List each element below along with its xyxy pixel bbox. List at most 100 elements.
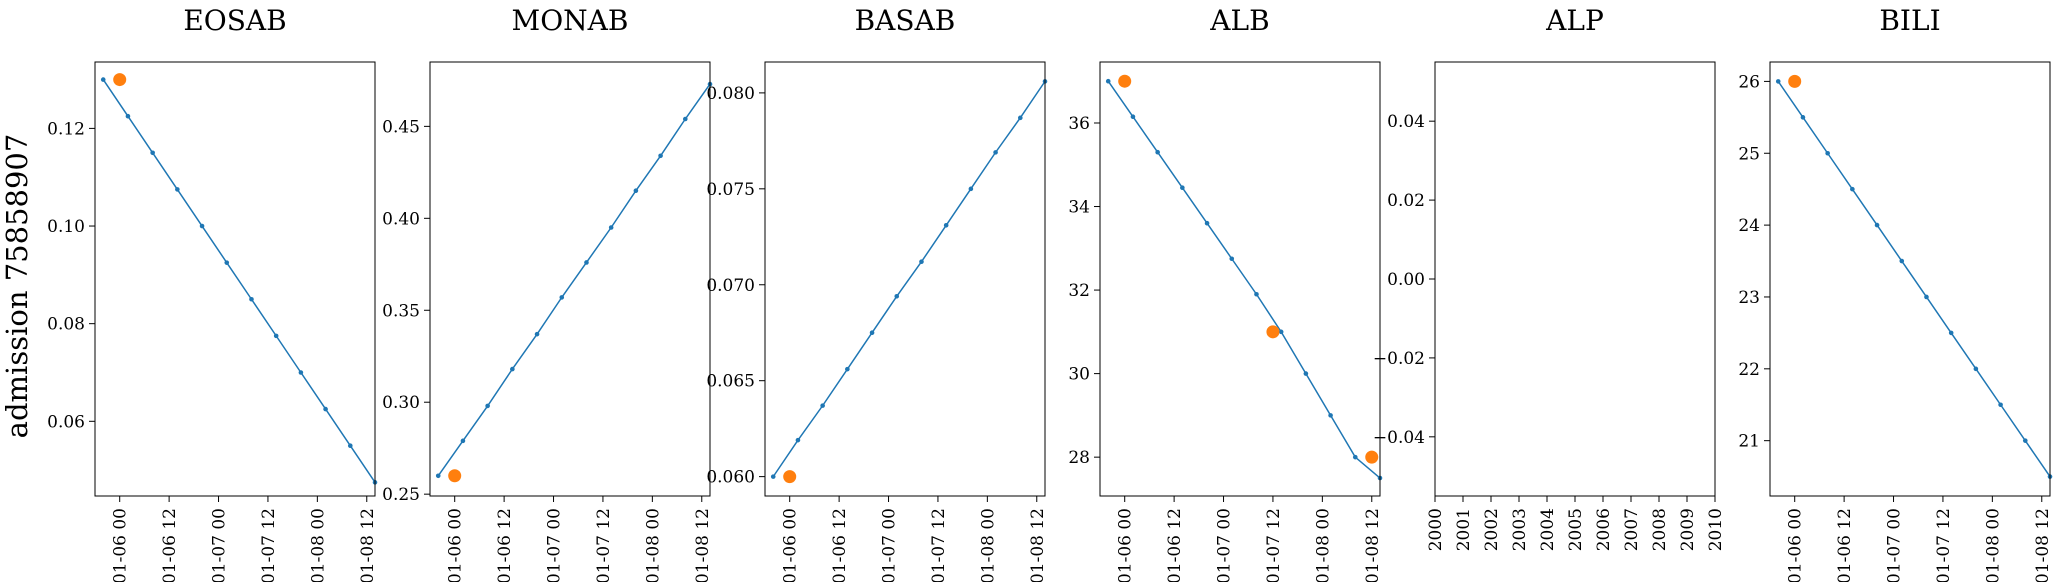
series-point [1229, 256, 1235, 262]
x-tick-label: 01-08 12 [2033, 508, 2053, 582]
series-line [1777, 80, 2051, 478]
panel-2: BASAB 0.060 0.065 0.070 0.075 0.080 01-06 00 01… [706, 4, 1047, 582]
y-tick-label: −0.02 [1373, 349, 1425, 369]
y-tick-label: 0.06 [47, 412, 85, 432]
x-tick-label: 2010 [1706, 508, 1726, 551]
axes-frame [1099, 61, 1381, 497]
y-tick-label: 25 [1738, 144, 1760, 164]
series-point [682, 116, 688, 122]
panel-title: MONAB [512, 4, 629, 37]
y-tick-label: 0.00 [1387, 270, 1425, 290]
observed-point [783, 470, 797, 484]
series-point [993, 150, 998, 155]
y-tick-label: 0.065 [706, 372, 755, 392]
panel-title: EOSAB [183, 4, 286, 37]
series-point [1180, 185, 1185, 191]
y-tick-label: 0.08 [47, 315, 85, 335]
series-point [1924, 294, 1929, 300]
series-point [943, 222, 949, 228]
series-point [460, 438, 466, 444]
series-point [1825, 150, 1830, 156]
y-tick-label: 22 [1738, 360, 1760, 380]
series-point [1130, 114, 1136, 120]
x-tick-label: 01-08 12 [1363, 508, 1383, 582]
x-tick-label: 01-07 00 [210, 508, 230, 582]
series-point [249, 296, 254, 302]
y-tick-label: 0.080 [706, 84, 755, 104]
x-tick-label: 01-07 00 [1215, 508, 1235, 582]
series-point [1775, 79, 1781, 84]
y-tick-label: 0.02 [1387, 191, 1425, 211]
axes-frame [94, 61, 376, 497]
series-point [435, 473, 441, 479]
series-point [1204, 220, 1210, 226]
series-point [1998, 402, 2003, 408]
x-tick-label: 01-06 12 [1835, 508, 1855, 582]
series-point [795, 437, 801, 443]
y-tick-label: 34 [1068, 198, 1090, 218]
x-tick-label: 01-07 12 [594, 508, 614, 582]
series-point [1850, 186, 1855, 192]
x-tick-label: 01-08 00 [308, 508, 328, 582]
x-tick-label: 01-07 00 [880, 508, 900, 582]
x-tick-label: 2000 [1426, 508, 1446, 551]
y-tick-label: 21 [1738, 432, 1760, 452]
y-tick-label: 0.10 [47, 217, 85, 237]
y-tick-label: 30 [1068, 365, 1090, 385]
series-point [1352, 454, 1358, 460]
y-tick-label: 0.070 [706, 276, 755, 296]
x-tick-label: 01-07 12 [259, 508, 279, 582]
series-line [102, 79, 376, 483]
y-tick-label: 32 [1068, 281, 1090, 301]
series-point [1948, 330, 1954, 336]
series-point [968, 186, 974, 192]
series-point [559, 295, 565, 300]
x-tick-label: 2005 [1566, 508, 1586, 551]
x-tick-label: 01-06 12 [830, 508, 850, 582]
series-point [894, 293, 900, 299]
panel-3: ALB 28 30 32 34 36 01-06 00 01-06 12 01-07 00 01-… [1068, 4, 1382, 582]
series-point [150, 150, 155, 156]
series-point [125, 113, 131, 119]
observed-point [448, 469, 462, 483]
y-tick-label: 23 [1738, 288, 1760, 308]
series-point [633, 188, 639, 194]
x-tick-label: 01-07 00 [1885, 508, 1905, 582]
panel-5: BILI 21 22 23 24 25 26 01-06 00 01-06 12 01-07 00… [1738, 4, 2052, 582]
x-tick-label: 01-07 12 [1934, 508, 1954, 582]
y-tick-label: −0.04 [1373, 428, 1425, 448]
x-tick-label: 2001 [1454, 508, 1474, 551]
x-tick-label: 01-08 00 [643, 508, 663, 582]
x-tick-label: 01-08 12 [1028, 508, 1048, 582]
y-tick-label: 0.30 [382, 393, 420, 413]
x-tick-label: 01-07 12 [1264, 508, 1284, 582]
y-tick-label: 0.40 [382, 209, 420, 229]
panel-1: MONAB 0.25 0.30 0.35 0.40 0.45 01-06 00 01-06 1… [382, 4, 713, 582]
y-tick-label: 0.060 [706, 468, 755, 488]
x-tick-label: 01-06 12 [1165, 508, 1185, 582]
series-point [2022, 438, 2028, 443]
series-point [820, 403, 825, 408]
series-point [1017, 115, 1023, 121]
x-tick-label: 01-08 00 [1983, 508, 2003, 582]
row-label: admission 75858907 [0, 134, 34, 439]
series-point [608, 225, 614, 230]
series-point [1105, 78, 1111, 84]
y-tick-label: 0.12 [47, 119, 85, 139]
y-tick-label: 24 [1738, 216, 1760, 236]
y-tick-label: 26 [1738, 72, 1760, 92]
series-line [437, 83, 711, 477]
y-tick-label: 0.075 [706, 180, 755, 200]
y-tick-label: 0.04 [1387, 112, 1425, 132]
x-tick-label: 2009 [1678, 508, 1698, 551]
series-point [1973, 366, 1979, 372]
series-line [772, 80, 1046, 478]
observed-point [1118, 74, 1132, 88]
panel-0: EOSAB 0.06 0.08 0.10 0.12 01-06 00 01-06 12 01-… [47, 4, 378, 582]
series-point [1278, 329, 1284, 335]
y-tick-label: 28 [1068, 448, 1090, 468]
axes-frame [1769, 61, 2051, 497]
x-tick-label: 2004 [1538, 508, 1558, 551]
panel-title: BASAB [855, 4, 956, 37]
x-tick-label: 2008 [1650, 508, 1670, 551]
